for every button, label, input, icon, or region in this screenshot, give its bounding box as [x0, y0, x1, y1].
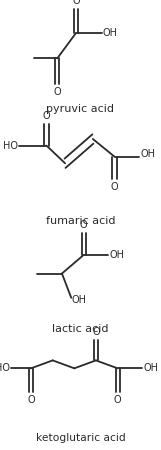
Text: OH: OH	[72, 295, 87, 305]
Text: O: O	[111, 182, 118, 192]
Text: ketoglutaric acid: ketoglutaric acid	[36, 432, 125, 442]
Text: lactic acid: lactic acid	[52, 324, 109, 333]
Text: O: O	[114, 395, 121, 405]
Text: HO: HO	[3, 140, 18, 151]
Text: OH: OH	[143, 363, 158, 374]
Text: O: O	[72, 0, 80, 6]
Text: OH: OH	[103, 28, 118, 38]
Text: HO: HO	[0, 363, 10, 374]
Text: pyruvic acid: pyruvic acid	[47, 104, 114, 114]
Text: fumaric acid: fumaric acid	[46, 216, 115, 225]
Text: O: O	[53, 87, 61, 97]
Text: O: O	[43, 111, 50, 121]
Text: O: O	[27, 395, 35, 405]
Text: O: O	[80, 220, 87, 230]
Text: OH: OH	[109, 250, 124, 260]
Text: O: O	[92, 327, 100, 337]
Text: OH: OH	[140, 149, 155, 159]
